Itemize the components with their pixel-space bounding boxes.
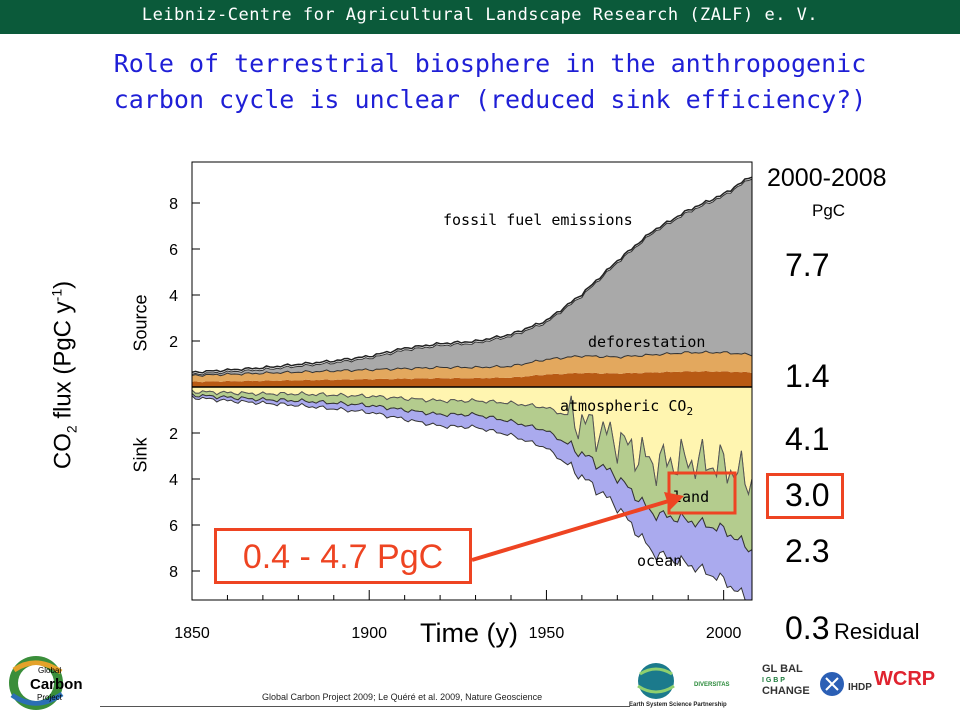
period-label: 2000-2008 xyxy=(767,164,887,192)
header-bar: Leibniz-Centre for Agricultural Landscap… xyxy=(0,0,960,34)
label-fossil: fossil fuel emissions xyxy=(443,211,633,229)
y-axis-label: CO2 flux (PgC y-1) xyxy=(48,280,80,470)
title-line-2: carbon cycle is unclear (reduced sink ef… xyxy=(113,85,867,114)
ocean-area xyxy=(192,392,752,600)
ihdp-label: IHDP xyxy=(848,682,872,693)
deforestation-dark-area xyxy=(192,370,752,387)
slide-title: Role of terrestrial biosphere in the ant… xyxy=(60,46,920,118)
fossil-top-line xyxy=(192,176,752,374)
x-tick-label: 2000 xyxy=(706,625,742,642)
sink-label: Sink xyxy=(130,437,151,473)
unit-label: PgC xyxy=(812,201,846,220)
callout-arrow xyxy=(471,498,673,562)
land-range-callout: 0.4 - 4.7 PgC xyxy=(214,528,472,584)
citation: Global Carbon Project 2009; Le Quéré et … xyxy=(262,692,543,702)
globe-logo-icon xyxy=(9,656,64,710)
gc-line2: I G B P xyxy=(762,677,785,684)
ihdp-logo-icon xyxy=(820,672,844,696)
x-tick-label: 1900 xyxy=(351,625,387,642)
label-atmospheric: atmospheric CO2 xyxy=(560,397,693,418)
source-label: Source xyxy=(130,294,151,352)
y-tick-label-source: 4 xyxy=(169,288,178,305)
org-name: Leibniz-Centre for Agricultural Landscap… xyxy=(141,5,819,25)
value-ocean: 2.3 xyxy=(785,533,830,569)
land-highlight-box xyxy=(667,471,737,515)
y-tick-label-sink: 4 xyxy=(169,472,178,489)
gcp-line3: Project xyxy=(37,693,62,702)
gcp-line1: Global xyxy=(38,666,62,675)
global-change-logo: GL BAL I G B P CHANGE xyxy=(762,664,810,697)
gc-line1: GL BAL xyxy=(762,663,803,675)
essp-label: Earth System Science Partnership xyxy=(629,702,727,708)
gcp-line2: Carbon xyxy=(30,676,83,693)
y-tick-label-source: 2 xyxy=(169,334,178,351)
value-residual: 0.3 xyxy=(785,610,830,646)
gc-line3: CHANGE xyxy=(762,685,810,697)
y-tick-label-source: 6 xyxy=(169,242,178,259)
gcp-logo: Global Carbon Project xyxy=(6,650,96,714)
wcrp-label: WCRP xyxy=(874,668,936,690)
label-land: land xyxy=(673,488,709,506)
land-value-highlight xyxy=(766,473,844,519)
x-axis-label: Time (y) xyxy=(420,618,518,648)
value-atmospheric: 4.1 xyxy=(785,421,830,457)
y-tick-label-sink: 6 xyxy=(169,518,178,535)
label-ocean: ocean xyxy=(637,552,682,570)
label-deforestation: deforestation xyxy=(588,333,705,351)
residual-row: 0.3 Residual xyxy=(785,610,920,647)
title-line-1: Role of terrestrial biosphere in the ant… xyxy=(113,49,867,78)
fossil-area xyxy=(192,178,752,377)
y-tick-label-sink: 8 xyxy=(169,564,178,581)
diversitas-label: DIVERSITAS xyxy=(694,682,730,688)
residual-label: Residual xyxy=(833,619,920,644)
value-deforestation: 1.4 xyxy=(785,358,830,394)
essp-logo-icon xyxy=(637,663,675,699)
plot-frame xyxy=(191,161,753,601)
footer-divider xyxy=(100,706,630,707)
x-tick-label: 1950 xyxy=(529,625,565,642)
deforestation-area xyxy=(192,351,752,383)
x-tick-label: 1850 xyxy=(174,625,210,642)
y-tick-label-source: 8 xyxy=(169,196,178,213)
value-fossil: 7.7 xyxy=(785,247,830,283)
y-tick-label-sink: 2 xyxy=(169,426,178,443)
value-land: 3.0 xyxy=(785,477,830,513)
